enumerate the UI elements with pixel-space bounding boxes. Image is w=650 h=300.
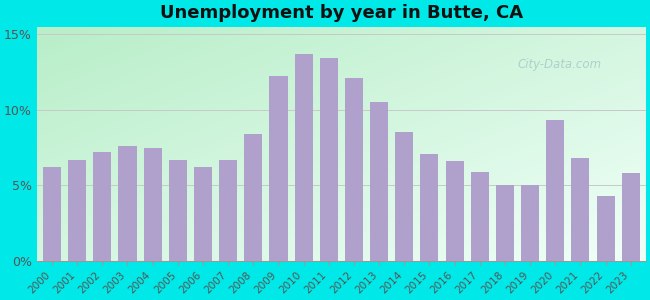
Bar (294, 54, 313, 261)
Title: Unemployment by year in Butte, CA: Unemployment by year in Butte, CA (160, 4, 523, 22)
Bar (144, 148, 162, 261)
Bar (269, 76, 287, 261)
Bar (345, 78, 363, 261)
Bar (421, 154, 439, 261)
Bar (118, 146, 136, 261)
Bar (445, 161, 463, 261)
Bar (219, 160, 237, 261)
Bar (597, 196, 615, 261)
Bar (43, 167, 61, 261)
Bar (320, 58, 338, 261)
Bar (521, 185, 539, 261)
Bar (395, 132, 413, 261)
Bar (68, 160, 86, 261)
Bar (244, 134, 263, 261)
Bar (93, 152, 111, 261)
Bar (194, 167, 212, 261)
Bar (571, 158, 590, 261)
Bar (546, 120, 564, 261)
Bar (471, 172, 489, 261)
Bar (169, 160, 187, 261)
Text: City-Data.com: City-Data.com (518, 58, 602, 70)
Bar (496, 185, 514, 261)
Bar (370, 102, 388, 261)
Bar (621, 173, 640, 261)
